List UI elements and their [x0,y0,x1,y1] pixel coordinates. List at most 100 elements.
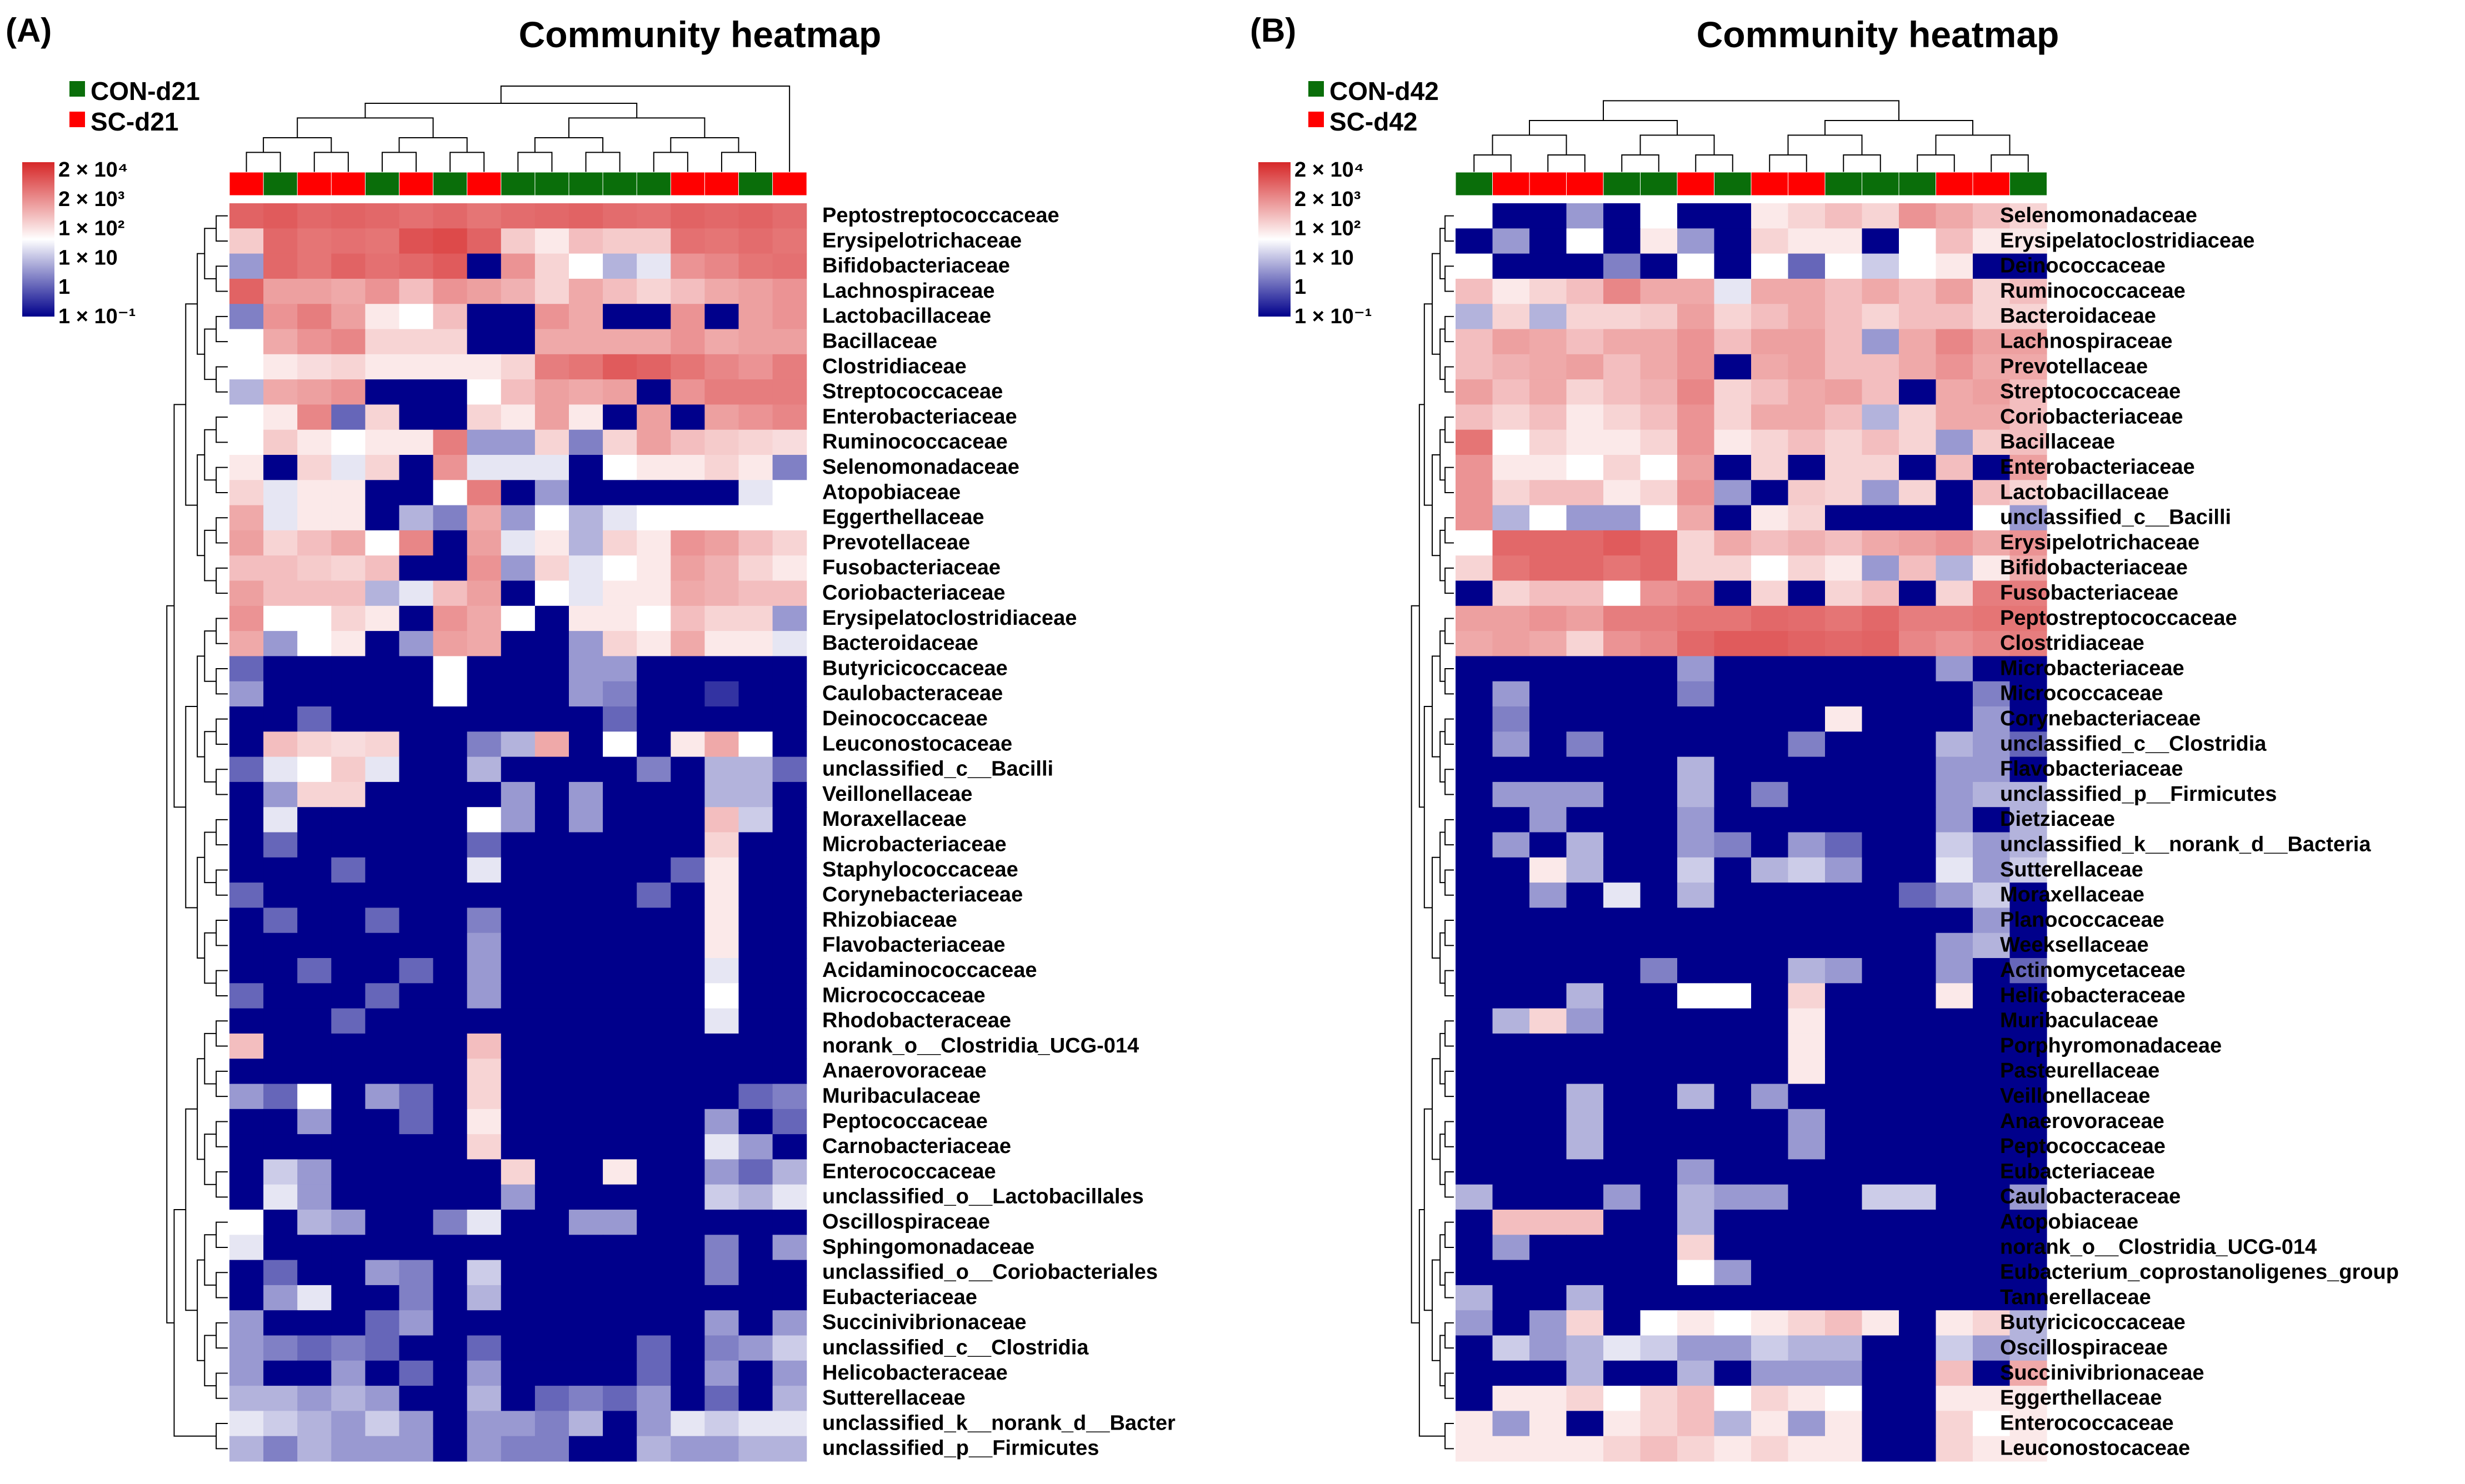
panel-b-heatmap-cell [1973,932,2011,959]
panel-b-group-bar-cell [1492,172,1530,196]
panel-a-heatmap-cell [467,228,502,254]
panel-a-title: Community heatmap [519,14,882,55]
panel-a-heatmap-cell [331,404,366,430]
panel-b-heatmap-cell [1936,631,1973,656]
panel-b-heatmap-cell [1936,1235,1973,1261]
panel-b-heatmap-cell [1603,983,1641,1009]
panel-b-heatmap-cell [1973,1184,2011,1210]
panel-a-heatmap-cell [297,1134,332,1160]
panel-b-heatmap-cell [1456,354,1493,380]
panel-b-heatmap-cell [1529,379,1567,405]
panel-a-heatmap-cell [297,681,332,707]
panel-b-heatmap-cell [1899,480,1937,506]
panel-b-heatmap-cell [1751,455,1789,480]
panel-b-heatmap-cell [1456,555,1493,581]
panel-a-heatmap-cell [772,1184,807,1210]
panel-a-heatmap-cell [399,329,434,355]
panel-a-heatmap-cell [263,1134,298,1160]
panel-b-heatmap-cell [1973,1033,2011,1059]
panel-a-heatmap-cell [772,1411,807,1437]
panel-a-heatmap-cell [365,1210,400,1235]
panel-b-heatmap-cell [1788,505,1826,531]
panel-a-heatmap-cell [365,203,400,229]
panel-a-heatmap-cell [704,1360,739,1386]
panel-a-heatmap-cell [433,1033,468,1059]
panel-b-legend-label: SC-d42 [1329,107,1417,136]
panel-a-heatmap-cell [331,1033,366,1059]
panel-a-heatmap-cell [433,1436,468,1462]
panel-a-heatmap-cell [738,580,773,606]
panel-b-heatmap-cell [1825,228,1863,254]
panel-a-heatmap-cell [229,631,264,656]
panel-b-heatmap-cell [1825,656,1863,682]
panel-a-heatmap-cell [637,329,671,355]
panel-a-heatmap-cell [229,731,264,758]
panel-a-heatmap-cell [738,883,773,908]
panel-b-heatmap-cell [1677,756,1715,783]
panel-a-row-label: Prevotellaceae [822,531,970,554]
panel-a-heatmap-cell [501,1335,536,1361]
panel-a-heatmap-cell [365,379,400,405]
panel-a-heatmap-cell [229,429,264,455]
panel-a-heatmap-cell [365,731,400,758]
panel-b-heatmap-cell [1456,1285,1493,1311]
panel-b-heatmap-cell [1751,1084,1789,1110]
panel-a-heatmap-cell [704,354,739,380]
panel-a-heatmap-cell [331,580,366,606]
panel-a-legend-label: SC-d21 [91,107,178,136]
panel-a-heatmap-cell [331,329,366,355]
panel-b-heatmap-cell [1714,932,1752,959]
panel-a-heatmap-cell [772,580,807,606]
panel-a-heatmap-cell [331,203,366,229]
panel-b-heatmap-cell [2009,1033,2047,1059]
panel-a-heatmap-cell [772,1360,807,1386]
panel-a-heatmap-cell [467,455,502,480]
panel-a-heatmap-cell [738,681,773,707]
panel-a-heatmap-cell [501,1008,536,1034]
panel-b-heatmap-cell [1529,228,1567,254]
panel-b-heatmap-cell [1751,807,1789,833]
panel-a-heatmap-cell [738,958,773,984]
panel-a-heatmap-cell [534,631,569,656]
panel-a-heatmap-cell [467,631,502,656]
panel-a-heatmap-cell [433,278,468,304]
panel-b-heatmap-cell [1788,1033,1826,1059]
panel-b-heatmap-cell [1603,781,1641,808]
panel-a-heatmap-cell [297,983,332,1009]
panel-a-heatmap-cell [569,1159,603,1185]
panel-b-heatmap-cell [1936,555,1973,581]
panel-a-heatmap-cell [603,656,637,682]
panel-a-heatmap-cell [738,605,773,631]
panel-b-heatmap-cell [1529,505,1567,531]
panel-b-heatmap-cell [1751,681,1789,707]
panel-a-heatmap-cell [297,631,332,656]
panel-a-heatmap-cell [297,455,332,480]
panel-b-heatmap-cell [1936,404,1973,430]
panel-a-heatmap-cell [637,1210,671,1235]
panel-a-heatmap-cell [738,1159,773,1185]
panel-a-heatmap-cell [467,354,502,380]
panel-a-heatmap-cell [297,404,332,430]
panel-a-heatmap-cell [501,555,536,581]
panel-a-heatmap-cell [772,1210,807,1235]
panel-b-heatmap-cell [1751,304,1789,330]
panel-a-heatmap-cell [365,228,400,254]
panel-b-heatmap-cell [1973,580,2011,606]
panel-a-heatmap-cell [534,781,569,808]
panel-b-heatmap-cell [1899,505,1937,531]
panel-b-heatmap-cell [1788,1184,1826,1210]
panel-a-heatmap-cell [738,1210,773,1235]
panel-a-heatmap-cell [229,883,264,908]
panel-a-heatmap-cell [467,883,502,908]
panel-b-heatmap-cell [1751,1059,1789,1085]
panel-b-heatmap-cell [1862,1008,1899,1034]
panel-b-heatmap-cell [1936,1109,1973,1135]
panel-b-heatmap-cell [1603,883,1641,908]
panel-a-heatmap-cell [738,656,773,682]
panel-b-heatmap-cell [1899,228,1937,254]
panel-a-row-label: Lachnospiraceae [822,279,994,303]
panel-b-heatmap-cell [1788,706,1826,732]
panel-a-heatmap-cell [229,278,264,304]
panel-b-heatmap-cell [2009,278,2047,304]
panel-b-heatmap-cell [1973,253,2011,279]
